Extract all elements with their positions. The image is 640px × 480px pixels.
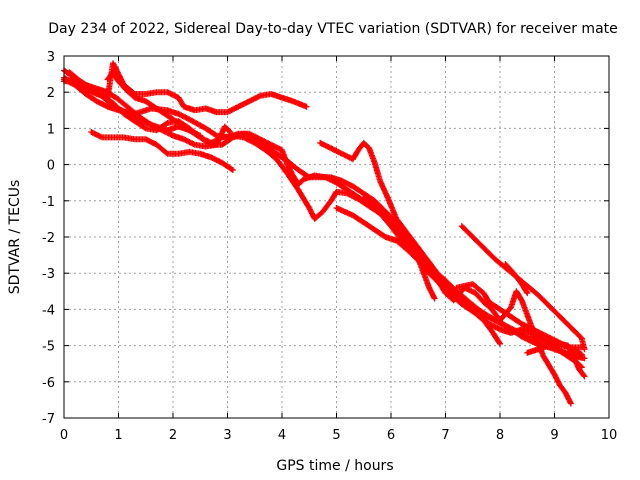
x-tick-label: 1	[114, 428, 122, 443]
series-track-7	[104, 69, 204, 139]
x-axis: 0 1 2 3 4 5 6 7 8 9 10	[60, 56, 617, 443]
series-markers	[88, 129, 236, 173]
y-tick-label: -4	[42, 303, 55, 318]
y-tick-label: 1	[47, 122, 55, 137]
x-tick-label: 7	[441, 428, 449, 443]
x-tick-label: 5	[332, 428, 340, 443]
y-tick-label: 0	[47, 159, 55, 174]
data-series	[61, 60, 588, 407]
y-axis-title: SDTVAR / TECUs	[7, 180, 23, 295]
y-tick-label: -2	[42, 231, 55, 246]
y-tick-label: -3	[42, 267, 55, 282]
x-tick-label: 8	[496, 428, 504, 443]
series-track-12	[502, 261, 531, 297]
series-markers	[453, 281, 585, 358]
x-tick-label: 4	[278, 428, 286, 443]
y-tick-label: 3	[47, 50, 55, 65]
x-tick-label: 0	[60, 428, 68, 443]
y-tick-label: -7	[42, 412, 55, 427]
x-tick-label: 2	[169, 428, 177, 443]
series-track-14	[453, 281, 585, 358]
plot-frame	[63, 55, 610, 419]
x-tick-label: 6	[387, 428, 395, 443]
x-tick-label: 10	[601, 428, 618, 443]
y-tick-label: -1	[42, 195, 55, 210]
x-tick-label: 3	[223, 428, 231, 443]
y-tick-label: 2	[47, 86, 55, 101]
series-track-5	[88, 129, 236, 173]
series-track-10	[333, 205, 503, 347]
x-tick-label: 9	[550, 428, 558, 443]
chart-title: Day 234 of 2022, Sidereal Day-to-day VTE…	[48, 21, 618, 37]
series-markers	[104, 69, 204, 139]
y-tick-label: -5	[42, 340, 55, 355]
series-markers	[333, 205, 503, 347]
series-markers	[502, 261, 531, 297]
y-tick-label: -6	[42, 376, 55, 391]
x-axis-title: GPS time / hours	[276, 458, 393, 474]
